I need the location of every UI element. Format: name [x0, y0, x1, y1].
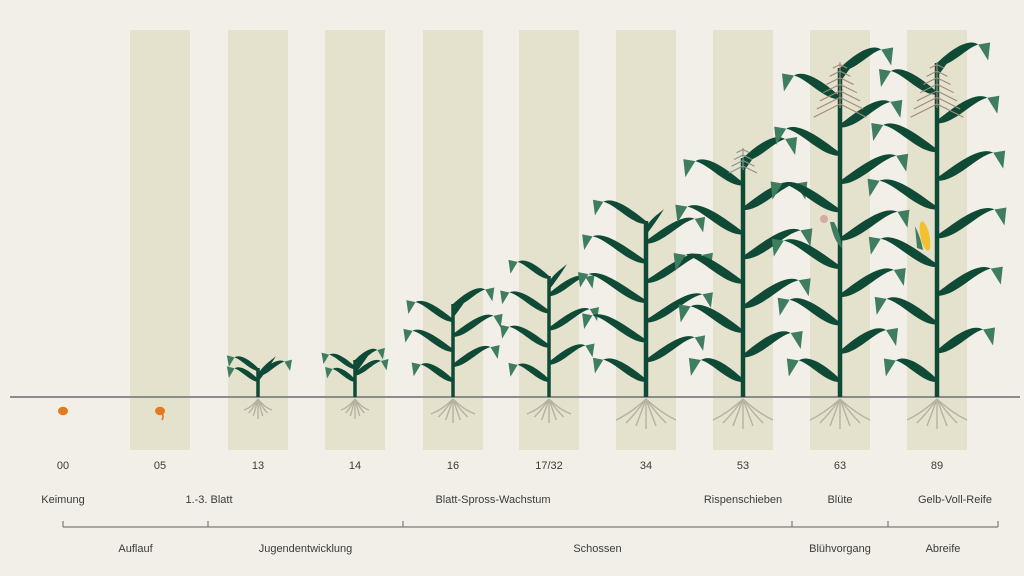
phase-label: Jugendentwicklung [259, 543, 353, 555]
phase-label: Abreife [926, 543, 961, 555]
leaves-icon [578, 199, 713, 383]
stage-code: 16 [447, 460, 459, 472]
phase-label: Schossen [573, 543, 621, 555]
plant-stage-13 [226, 355, 292, 419]
leaves-icon [867, 42, 1007, 383]
stage-code: 05 [154, 460, 166, 472]
leaves-icon [770, 47, 910, 383]
roots-icon [615, 398, 677, 429]
roots-icon [243, 398, 273, 419]
plant-stage-17-32 [500, 259, 599, 423]
stage-code: 14 [349, 460, 361, 472]
stage-code: 53 [737, 460, 749, 472]
leaves-icon [403, 287, 503, 382]
plant-stage-14 [321, 347, 389, 419]
stage-band-05 [130, 30, 190, 450]
stage-label: Gelb-Voll-Reife [918, 494, 992, 506]
tassel-icon [728, 148, 758, 174]
stage-code: 89 [931, 460, 943, 472]
stage-label: Blatt-Spross-Wachstum [435, 494, 550, 506]
tassel-icon [910, 62, 964, 118]
roots-icon [809, 398, 871, 429]
phase-label: Blühvorgang [809, 543, 871, 555]
stage-code: 13 [252, 460, 264, 472]
stage-label: Keimung [41, 494, 84, 506]
stage-code: 17/32 [535, 460, 563, 472]
cob-husk-icon [830, 222, 842, 248]
stage-label: Rispenschieben [704, 494, 782, 506]
stage-code: 63 [834, 460, 846, 472]
stage-label: 1.-3. Blatt [185, 494, 232, 506]
plant-stage-53 [673, 137, 813, 429]
plant-stage-16 [403, 287, 503, 423]
leaves-icon [321, 347, 389, 382]
stage-code: 34 [640, 460, 652, 472]
roots-icon [430, 398, 476, 423]
roots-icon [712, 398, 774, 429]
leaves-icon [673, 137, 813, 383]
silk-icon [820, 215, 828, 223]
ripe-cob-icon [919, 221, 931, 251]
plant-stage-89 [867, 42, 1007, 429]
stage-label: Blüte [827, 494, 852, 506]
roots-icon [526, 398, 572, 423]
plant-stage-05 [155, 406, 165, 421]
roots-icon [906, 398, 968, 429]
leaves-icon [226, 355, 292, 382]
leaves-icon [500, 259, 599, 382]
roots-icon [340, 398, 370, 419]
plant-stage-63 [770, 47, 910, 429]
root-sprout-icon [161, 412, 164, 421]
seed-icon [58, 406, 68, 416]
plant-stage-00 [58, 406, 68, 416]
cob-husk-icon [915, 226, 923, 250]
phase-label: Auflauf [118, 543, 153, 555]
plant-stage-34 [578, 199, 713, 429]
tassel-icon [813, 62, 867, 118]
phase-bracket [62, 521, 999, 528]
seed-icon [155, 406, 165, 416]
stage-code: 00 [57, 460, 69, 472]
